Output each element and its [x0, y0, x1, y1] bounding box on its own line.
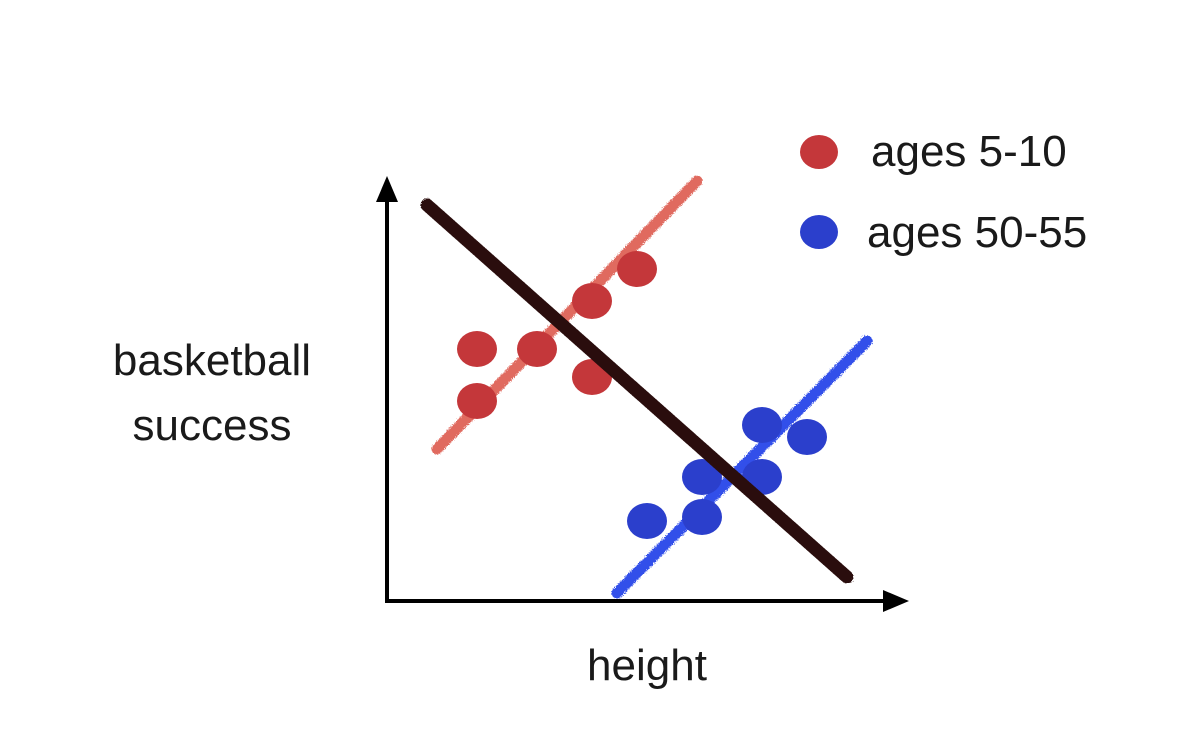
data-point-ages-5-10-3 — [517, 331, 557, 367]
data-point-ages-5-10-6 — [617, 251, 657, 287]
legend: ages 5-10 ages 50-55 — [800, 127, 1087, 257]
overall-trend-line — [420, 198, 854, 584]
data-point-ages-5-10-1 — [457, 331, 497, 367]
series-ages-50-55 — [611, 335, 873, 599]
trend-line-ages-50-55 — [611, 335, 873, 599]
data-point-ages-50-55-6 — [787, 419, 827, 455]
x-axis-label: height — [587, 641, 707, 690]
data-point-ages-50-55-5 — [742, 407, 782, 443]
data-point-ages-50-55-1 — [627, 503, 667, 539]
y-axis-label-line-2: success — [133, 401, 292, 450]
y-axis-arrow — [376, 176, 398, 202]
legend-label-ages-5-10: ages 5-10 — [871, 127, 1067, 176]
data-point-ages-50-55-2 — [682, 499, 722, 535]
legend-label-ages-50-55: ages 50-55 — [867, 208, 1087, 257]
legend-marker-ages-5-10 — [800, 135, 838, 169]
data-point-ages-50-55-3 — [682, 459, 722, 495]
x-axis-arrow — [883, 590, 909, 612]
legend-marker-ages-50-55 — [800, 215, 838, 249]
axes — [376, 176, 909, 612]
legend-item-ages-50-55: ages 50-55 — [800, 208, 1087, 257]
y-axis-label-line-1: basketball — [113, 336, 311, 385]
data-point-ages-5-10-4 — [572, 283, 612, 319]
legend-item-ages-5-10: ages 5-10 — [800, 127, 1067, 176]
data-point-ages-5-10-2 — [457, 383, 497, 419]
overall-trend-layer — [420, 198, 854, 584]
